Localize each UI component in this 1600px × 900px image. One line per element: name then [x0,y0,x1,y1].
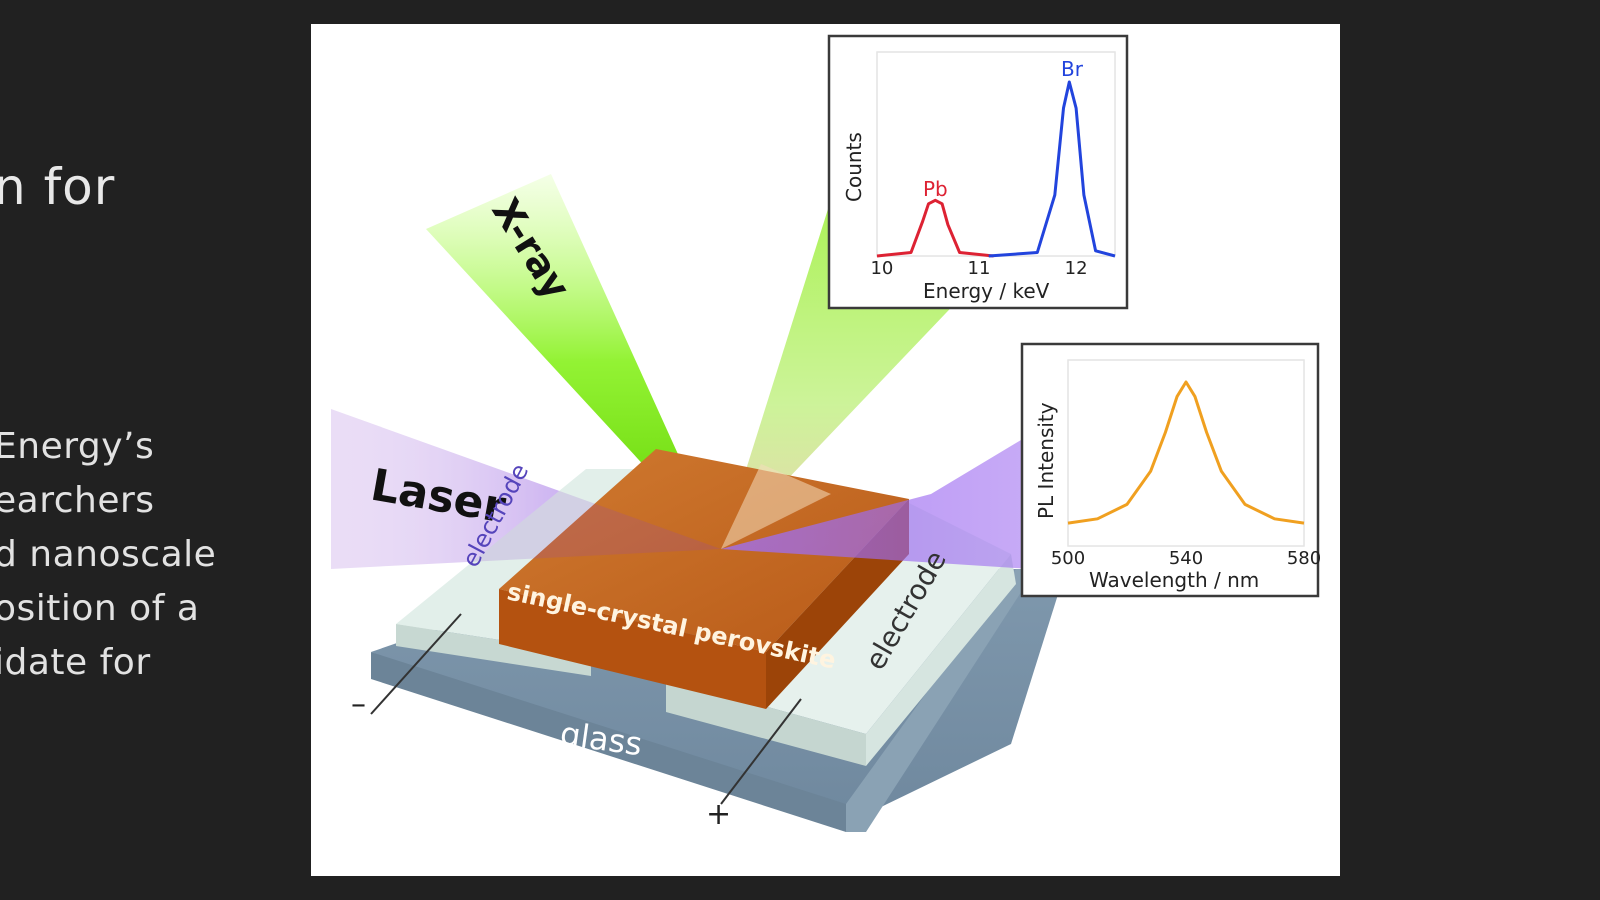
pl-spectrum-inset: 500 540 580 Wavelength / nm PL Intensity [1020,342,1321,598]
xrf-ticks: 10 11 12 [870,258,1087,279]
photoluminescence-beam [721,434,1031,569]
xrf-ylabel: Counts [842,132,866,202]
body-line: earchers [0,480,155,521]
positive-terminal: + [706,797,731,832]
article-title-fragment: n for [0,158,116,216]
xrf-peak-label-pb: Pb [923,177,948,201]
pl-plot-area [1067,359,1305,547]
xrf-peak-label-br: Br [1061,57,1084,81]
xray-beam [426,174,721,549]
beam-reflection [721,464,831,549]
xrf-spectrum-inset: 10 11 12 Pb Br Energy / keV Counts [827,34,1129,310]
pl-ticks: 500 540 580 [1051,548,1321,569]
article-body-fragment: Energy’s earchers d nanoscale osition of… [0,420,216,690]
body-line: osition of a [0,588,200,629]
x-tick-label: 11 [968,258,991,279]
perovskite-figure: – + X-ray Laser electrode single-crystal… [311,24,1340,876]
pl-ylabel: PL Intensity [1034,402,1058,519]
pl-xlabel: Wavelength / nm [1089,568,1259,592]
body-line: idate for [0,642,151,683]
figure-diagram: – + X-ray Laser electrode single-crystal… [331,34,1321,832]
body-line: Energy’s [0,426,155,467]
body-line: d nanoscale [0,534,217,575]
xrf-curves [876,80,1116,258]
xrf-xlabel: Energy / keV [923,279,1050,303]
spectrum-series-1 [988,80,1116,258]
pl-curves [1067,380,1305,525]
laser-overlay [331,409,721,569]
spectrum-series-0 [1067,380,1305,525]
x-tick-label: 12 [1065,258,1088,279]
wire-negative [370,613,462,715]
x-tick-label: 10 [870,258,893,279]
x-tick-label: 580 [1287,548,1321,569]
pl-frame [1020,342,1320,598]
xrf-frame [827,34,1129,310]
spectrum-series-0 [876,198,994,258]
x-tick-label: 500 [1051,548,1085,569]
x-tick-label: 540 [1169,548,1203,569]
wire-positive [720,698,802,805]
negative-terminal: – [351,687,366,722]
